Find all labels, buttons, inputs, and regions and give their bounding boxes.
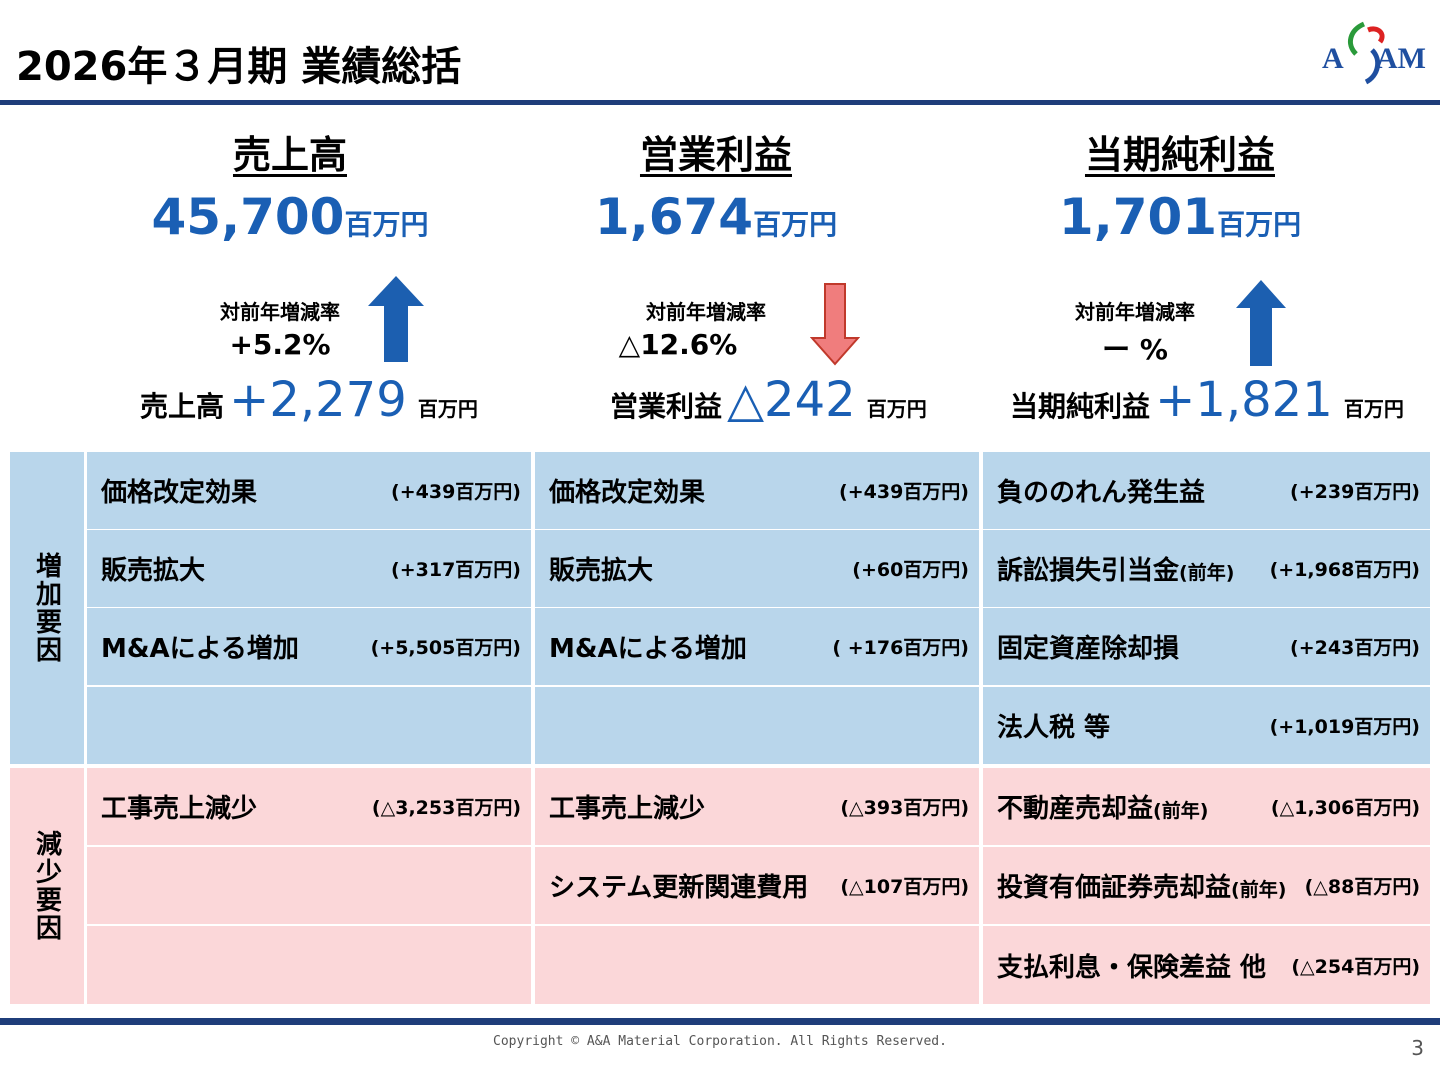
decrease-factors-label: 減少要因 [10,768,84,1004]
factor-cell: 投資有価証券売却益(前年) (△88百万円) [983,847,1430,924]
copyright-text: Copyright © A&A Material Corporation. Al… [493,1034,947,1049]
page-title: 2026年３月期 業績総括 [16,44,462,90]
yoy-rate-label: 対前年増減率 [1075,300,1195,324]
delta-unit: 百万円 [417,397,478,421]
delta-label: 売上高 [140,390,225,423]
metric-unit: 百万円 [1217,208,1302,241]
factor-cell: 価格改定効果 (+439百万円) [535,452,979,529]
increase-factors-label: 増加要因 [10,452,84,764]
factor-cell-empty [87,926,531,1004]
delta-row: 売上高 +2,279 百万円 [140,372,478,428]
factor-cell: 支払利息・保険差益 他 (△254百万円) [983,926,1430,1004]
metric-heading: 当期純利益 [1084,133,1275,177]
svg-text:AM: AM [1376,42,1426,75]
delta-value: △242 [727,372,856,428]
factor-cell: 価格改定効果 (+439百万円) [87,452,531,529]
page-number: 3 [1411,1036,1424,1060]
metric-number: 45,700 [151,188,345,246]
factor-cell: 負ののれん発生益 (+239百万円) [983,452,1430,529]
delta-unit: 百万円 [866,397,927,421]
yoy-rate-value: ー % [1102,333,1168,366]
factor-table: 増加要因 減少要因 価格改定効果 (+439百万円) 価格改定効果 (+439百万円… [10,452,1430,1004]
metric-unit: 百万円 [344,208,429,241]
factor-cell: システム更新関連費用 (△107百万円) [535,847,979,924]
factor-cell-empty [87,687,531,764]
yoy-rate-label: 対前年増減率 [646,300,766,324]
factor-cell: M&Aによる増加( +176百万円) [535,608,979,685]
factor-cell: 販売拡大 (+60百万円) [535,530,979,607]
up-arrow-icon [368,276,424,362]
factor-cell: 固定資産除却損 (+243百万円) [983,608,1430,685]
delta-value: +1,821 [1155,372,1333,428]
delta-unit: 百万円 [1343,397,1404,421]
summary-sales: 売上高 45,700百万円 対前年増減率 +5.2% 売上高 +2,279 百万… [50,110,530,450]
metric-value: 1,674百万円 [476,188,956,246]
factor-cell: 工事売上減少 (△393百万円) [535,768,979,845]
factor-cell-empty [535,687,979,764]
up-arrow-icon [1236,280,1286,366]
yoy-rate-value: +5.2% [229,328,331,361]
summary-net-income: 当期純利益 1,701百万円 対前年増減率 ー % 当期純利益 +1,821 百… [940,110,1420,450]
svg-text:A: A [1322,42,1344,75]
summary-operating-profit: 営業利益 1,674百万円 対前年増減率 △12.6% 営業利益 △242 百万… [476,110,956,450]
yoy-rate-label: 対前年増減率 [220,300,340,324]
down-arrow-icon [810,283,860,366]
factor-cell: M&Aによる増加 (+5,505百万円) [87,608,531,685]
factor-cell: 訴訟損失引当金(前年) (+1,968百万円) [983,530,1430,607]
metric-number: 1,674 [594,188,754,246]
factor-cell: 法人税 等 (+1,019百万円) [983,687,1430,764]
factor-cell-empty [87,847,531,924]
footer-divider [0,1018,1440,1025]
factor-cell: 不動産売却益(前年) (△1,306百万円) [983,768,1430,845]
delta-row: 当期純利益 +1,821 百万円 [1010,372,1404,428]
delta-label: 営業利益 [610,390,723,423]
delta-label: 当期純利益 [1010,390,1151,423]
header-divider [0,100,1440,105]
yoy-rate-value: △12.6% [618,328,738,361]
metric-value: 1,701百万円 [940,188,1420,246]
factor-cell: 販売拡大 (+317百万円) [87,530,531,607]
metric-unit: 百万円 [753,208,838,241]
delta-row: 営業利益 △242 百万円 [610,372,927,428]
delta-value: +2,279 [229,372,407,428]
metric-heading: 営業利益 [639,133,792,177]
company-logo: A AM [1322,21,1426,85]
factor-cell-empty [535,926,979,1004]
metric-value: 45,700百万円 [50,188,530,246]
factor-cell: 工事売上減少 (△3,253百万円) [87,768,531,845]
metric-number: 1,701 [1058,188,1218,246]
metric-heading: 売上高 [232,133,347,177]
